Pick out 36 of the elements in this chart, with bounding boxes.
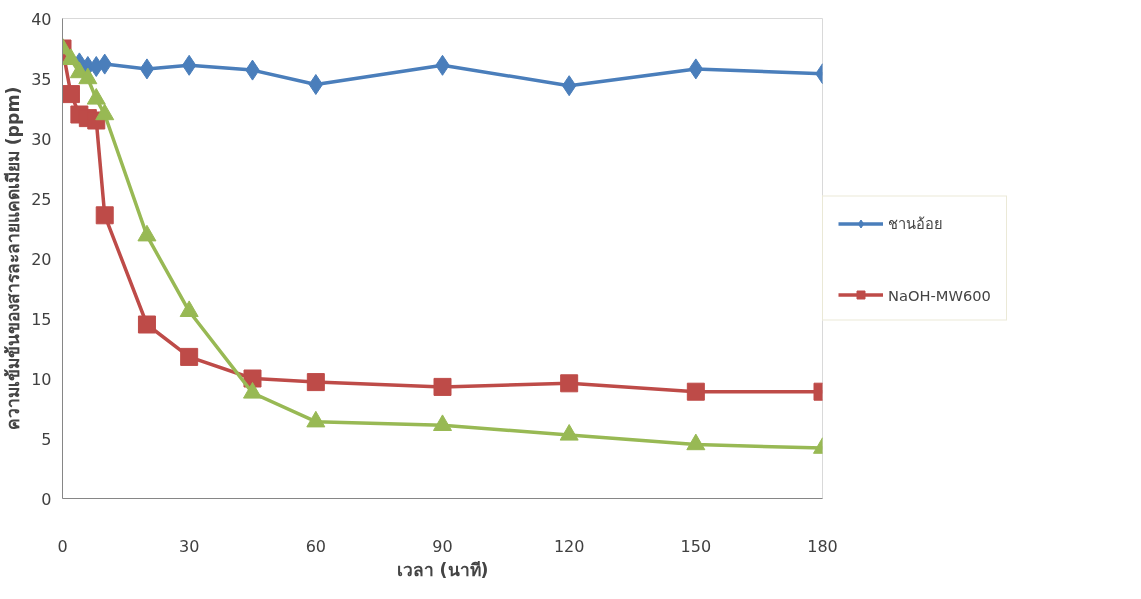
y-tick-label: 0	[41, 489, 52, 509]
y-tick-label: 35	[31, 69, 52, 89]
point	[137, 315, 156, 334]
y-tick-label: 30	[31, 129, 52, 149]
y-tick-label: 15	[31, 309, 52, 329]
point	[686, 433, 706, 451]
x-tick-label: 120	[553, 536, 585, 556]
point	[180, 347, 199, 366]
y-tick-label: 10	[31, 369, 52, 389]
legend-label: NaOH-MW600	[888, 286, 991, 303]
x-axis-title: เวลา (นาที)	[396, 559, 489, 580]
x-tick-label: 30	[178, 536, 200, 556]
x-tick-label: 0	[57, 536, 68, 556]
x-tick-label: 150	[680, 536, 712, 556]
x-tick-label: 180	[807, 536, 838, 556]
point	[560, 374, 579, 393]
point	[308, 74, 323, 95]
x-tick-label: 60	[305, 536, 327, 556]
point	[433, 377, 452, 396]
y-axis-title: ความเข้มข้นของสารละลายแคดเมียม (ppm)	[3, 86, 24, 431]
y-tick-label: 5	[41, 429, 52, 449]
y-tick-label: 25	[31, 189, 52, 209]
x-tick-label: 90	[432, 536, 453, 556]
point	[179, 300, 199, 317]
point	[95, 206, 114, 225]
point	[139, 58, 155, 80]
legend-label: ชานอ้อย	[888, 213, 943, 234]
y-tick-label: 40	[31, 9, 52, 29]
point	[243, 382, 262, 399]
y-tick-label: 20	[31, 249, 52, 269]
point	[686, 382, 705, 401]
point	[62, 85, 80, 104]
point	[306, 373, 325, 392]
point	[559, 424, 579, 441]
point	[306, 410, 326, 428]
point	[433, 414, 452, 431]
